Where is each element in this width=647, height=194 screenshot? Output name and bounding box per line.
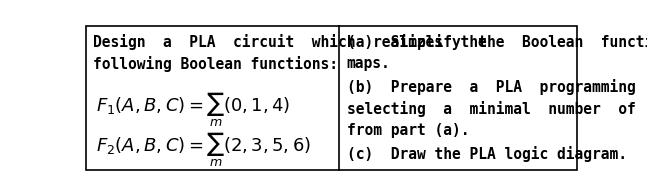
Text: following Boolean functions:: following Boolean functions: <box>93 56 338 72</box>
Text: Design  a  PLA  circuit  which  realizes  the: Design a PLA circuit which realizes the <box>93 34 487 50</box>
Text: (a)  Simplify  the  Boolean  functions  using  K-: (a) Simplify the Boolean functions using… <box>347 34 647 50</box>
Text: from part (a).: from part (a). <box>347 123 469 138</box>
Text: selecting  a  minimal  number  of  product  terms: selecting a minimal number of product te… <box>347 101 647 117</box>
Text: (b)  Prepare  a  PLA  programming  table  by: (b) Prepare a PLA programming table by <box>347 79 647 94</box>
Text: (c)  Draw the PLA logic diagram.: (c) Draw the PLA logic diagram. <box>347 146 627 162</box>
Text: $F_2(A,B,C)=\sum_m(2,3,5,6)$: $F_2(A,B,C)=\sum_m(2,3,5,6)$ <box>96 131 311 169</box>
Text: maps.: maps. <box>347 56 390 71</box>
Text: $F_1(A,B,C)=\sum_m(0,1,4)$: $F_1(A,B,C)=\sum_m(0,1,4)$ <box>96 90 291 129</box>
